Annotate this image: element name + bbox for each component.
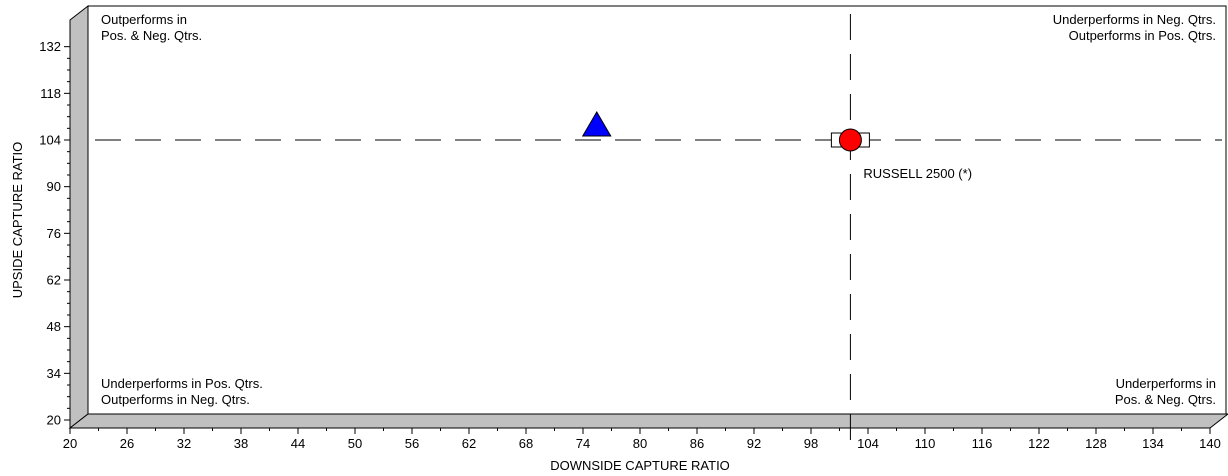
x-tick-label: 134 [1142, 436, 1164, 451]
floor [68, 413, 1228, 429]
y-tick-label: 132 [39, 39, 61, 54]
x-tick-label: 44 [291, 436, 305, 451]
y-tick-label: 62 [47, 273, 61, 288]
x-tick-label: 32 [177, 436, 191, 451]
x-tick-label: 98 [804, 436, 818, 451]
y-tick-label: 48 [47, 319, 61, 334]
left-wall [69, 4, 89, 430]
x-tick-label: 38 [234, 436, 248, 451]
x-axis-title: DOWNSIDE CAPTURE RATIO [550, 458, 730, 473]
x-axis: 20 26 32 38 44 50 56 62 68 74 80 86 92 98 104 110 116 122… [63, 428, 1221, 451]
quadrant-label-bottom-left-line1: Underperforms in Pos. Qtrs. [101, 376, 263, 391]
quadrant-label-bottom-right-line2: Pos. & Neg. Qtrs. [1115, 392, 1216, 407]
y-tick-label: 104 [39, 133, 61, 148]
quadrant-label-top-left-line2: Pos. & Neg. Qtrs. [101, 28, 202, 43]
plot-area [87, 5, 1227, 415]
x-tick-label: 50 [348, 436, 362, 451]
x-tick-label: 86 [690, 436, 704, 451]
benchmark-label: RUSSELL 2500 (*) [863, 166, 972, 181]
quadrant-label-top-right-line2: Outperforms in Pos. Qtrs. [1069, 28, 1216, 43]
x-tick-label: 62 [462, 436, 476, 451]
x-tick-label: 122 [1028, 436, 1050, 451]
point-circle [838, 128, 862, 152]
x-tick-label: 92 [747, 436, 761, 451]
x-tick-label: 74 [576, 436, 590, 451]
x-tick-label: 26 [120, 436, 134, 451]
x-tick-label: 80 [633, 436, 647, 451]
x-tick-label: 68 [519, 436, 533, 451]
y-tick-label: 90 [47, 179, 61, 194]
point-triangle [581, 111, 612, 137]
x-tick-label: 140 [1199, 436, 1221, 451]
y-tick-label: 34 [47, 366, 61, 381]
y-tick-label: 20 [47, 413, 61, 428]
y-axis: 20 34 48 62 76 90 104 118 132 [39, 39, 70, 428]
x-tick-label: 116 [972, 436, 993, 451]
x-tick-label: 110 [915, 436, 936, 451]
x-tick-label: 104 [857, 436, 879, 451]
y-tick-label: 118 [40, 86, 61, 101]
y-axis-title: UPSIDE CAPTURE RATIO [10, 142, 25, 299]
quadrant-label-bottom-right-line1: Underperforms in [1116, 376, 1216, 391]
quadrant-label-top-right-line1: Underperforms in Neg. Qtrs. [1053, 12, 1216, 27]
x-tick-label: 20 [63, 436, 77, 451]
quadrant-label-bottom-left-line2: Outperforms in Neg. Qtrs. [101, 392, 250, 407]
quadrant-label-top-left-line1: Outperforms in [101, 12, 187, 27]
x-tick-label: 56 [405, 436, 419, 451]
y-tick-label: 76 [47, 226, 61, 241]
x-tick-label: 128 [1085, 436, 1107, 451]
